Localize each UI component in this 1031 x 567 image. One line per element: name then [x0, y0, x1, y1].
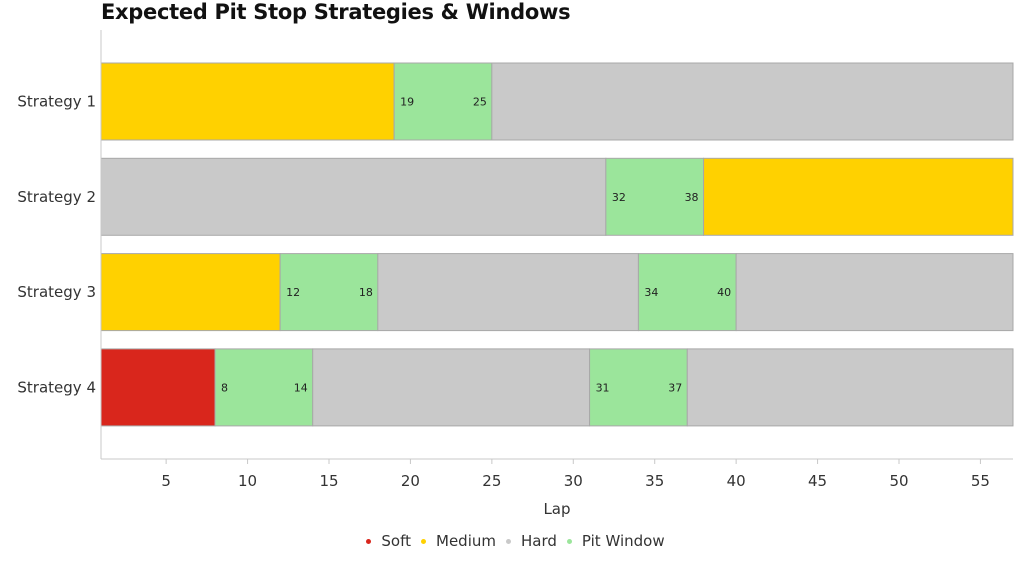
- legend-marker: [566, 538, 572, 544]
- bar-segment-pit-window: [605, 157, 705, 236]
- legend-label: Soft: [381, 532, 412, 550]
- bar-segment-pit-window: [393, 62, 493, 141]
- pit-window-end-label: 40: [717, 286, 731, 299]
- bar-segment-hard: [312, 348, 591, 427]
- legend-item-medium[interactable]: Medium: [421, 532, 496, 550]
- x-tick-label: 50: [889, 472, 908, 490]
- legend-marker: [506, 538, 511, 544]
- bar-segment-pit-window: [214, 348, 314, 427]
- pit-window-end-label: 37: [668, 381, 682, 394]
- legend-marker: [421, 538, 427, 544]
- legend-item-soft[interactable]: Soft: [366, 532, 411, 550]
- pit-window-start-label: 31: [596, 381, 610, 394]
- pit-window-end-label: 25: [473, 96, 487, 109]
- legend-item-hard[interactable]: Hard: [506, 532, 557, 550]
- x-tick-label: 40: [727, 472, 746, 490]
- legend-marker: [366, 538, 372, 544]
- bar-segment-pit-window: [637, 253, 737, 332]
- chart-title: Expected Pit Stop Strategies & Windows: [101, 0, 571, 24]
- legend: Soft Medium Hard Pit Window: [0, 532, 1031, 550]
- x-tick-label: 25: [482, 472, 501, 490]
- x-tick-label: 5: [161, 472, 171, 490]
- pit-window-start-label: 34: [644, 286, 658, 299]
- x-tick-label: 45: [808, 472, 827, 490]
- x-tick-label: 55: [971, 472, 990, 490]
- legend-label: Medium: [436, 532, 496, 550]
- y-tick-label: Strategy 4: [17, 378, 96, 396]
- bar-segment-pit-window: [589, 348, 688, 427]
- bar-segment-hard: [377, 253, 639, 332]
- axes-layer: Strategy 1 Strategy 2 Strategy 3 Strategy 4…: [17, 30, 1013, 490]
- legend-label: Pit Window: [581, 532, 665, 550]
- pit-window-start-label: 19: [400, 96, 414, 109]
- y-tick-label: Strategy 1: [17, 93, 96, 111]
- y-tick-label: Strategy 2: [17, 188, 96, 206]
- x-tick-label: 30: [564, 472, 583, 490]
- pit-window-start-label: 12: [286, 286, 300, 299]
- x-tick-label: 35: [645, 472, 664, 490]
- pit-window-end-label: 14: [294, 381, 308, 394]
- bar-segment-hard: [686, 348, 1014, 427]
- legend-label: Hard: [521, 532, 557, 550]
- x-tick-label: 15: [319, 472, 338, 490]
- bar-segment-medium: [100, 253, 281, 332]
- x-tick-label: 20: [401, 472, 420, 490]
- x-tick-label: 10: [238, 472, 257, 490]
- bar-segment-hard: [491, 62, 1014, 141]
- pit-window-start-label: 8: [221, 381, 228, 394]
- bar-segment-hard: [100, 157, 607, 236]
- pit-window-end-label: 38: [685, 191, 699, 204]
- bar-segment-pit-window: [279, 253, 379, 332]
- bar-segment-medium: [703, 157, 1014, 236]
- x-axis-label: Lap: [543, 500, 570, 518]
- bar-segment-soft: [100, 348, 216, 427]
- pit-window-start-label: 32: [612, 191, 626, 204]
- bar-segment-hard: [735, 253, 1014, 332]
- pit-window-end-label: 18: [359, 286, 373, 299]
- bar-segment-medium: [100, 62, 395, 141]
- bars-layer: 19 25 32 38 12 18 34 40 8 14 31 37: [100, 62, 1014, 427]
- legend-item-pit-window[interactable]: Pit Window: [566, 532, 665, 550]
- y-tick-label: Strategy 3: [17, 283, 96, 301]
